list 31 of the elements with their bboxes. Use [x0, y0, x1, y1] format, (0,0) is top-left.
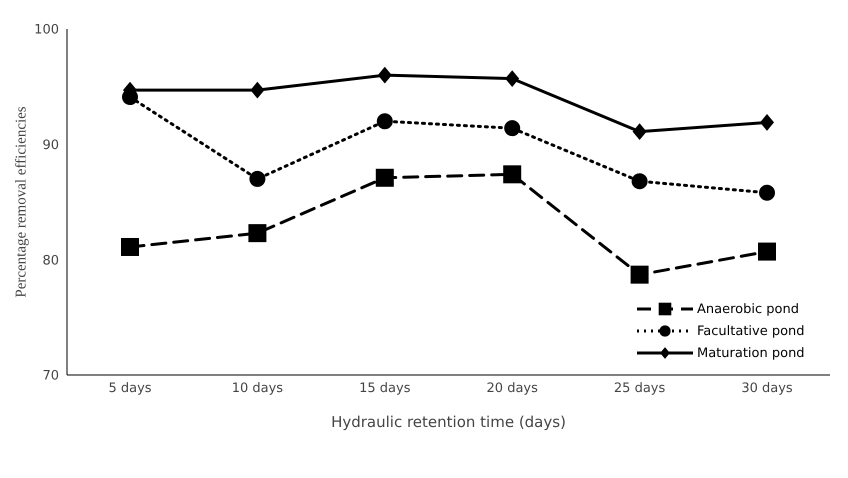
point	[378, 66, 392, 84]
y-axis-title: Percentage removal efficiencies	[13, 106, 30, 298]
point	[250, 82, 264, 99]
point	[505, 70, 520, 87]
point	[632, 173, 648, 190]
x-axis-title: Hydraulic retention time (days)	[331, 413, 566, 431]
point	[758, 242, 776, 261]
point	[121, 238, 139, 256]
point	[504, 120, 520, 136]
point	[248, 224, 266, 242]
point	[376, 168, 394, 187]
x-tick-label: 25 days	[614, 381, 666, 396]
y-tick-label: 80	[42, 253, 59, 268]
x-tick-label: 20 days	[486, 381, 538, 396]
y-tick-label: 100	[34, 22, 59, 38]
point	[376, 113, 393, 130]
point	[630, 266, 649, 284]
point	[759, 184, 775, 201]
point	[632, 123, 647, 140]
legend-label: Anaerobic pond	[697, 302, 799, 316]
y-tick-label: 70	[42, 368, 59, 384]
x-tick-label: 5 days	[108, 381, 152, 396]
point	[503, 165, 522, 184]
point	[249, 170, 266, 187]
x-tick-label: 15 days	[359, 381, 411, 396]
x-tick-label: 30 days	[741, 381, 793, 396]
legend-label: Maturation pond	[697, 346, 805, 360]
legend-label: Facultative pond	[697, 324, 805, 338]
point	[760, 114, 774, 131]
y-tick-label: 90	[42, 138, 59, 153]
x-tick-label: 10 days	[232, 381, 284, 396]
